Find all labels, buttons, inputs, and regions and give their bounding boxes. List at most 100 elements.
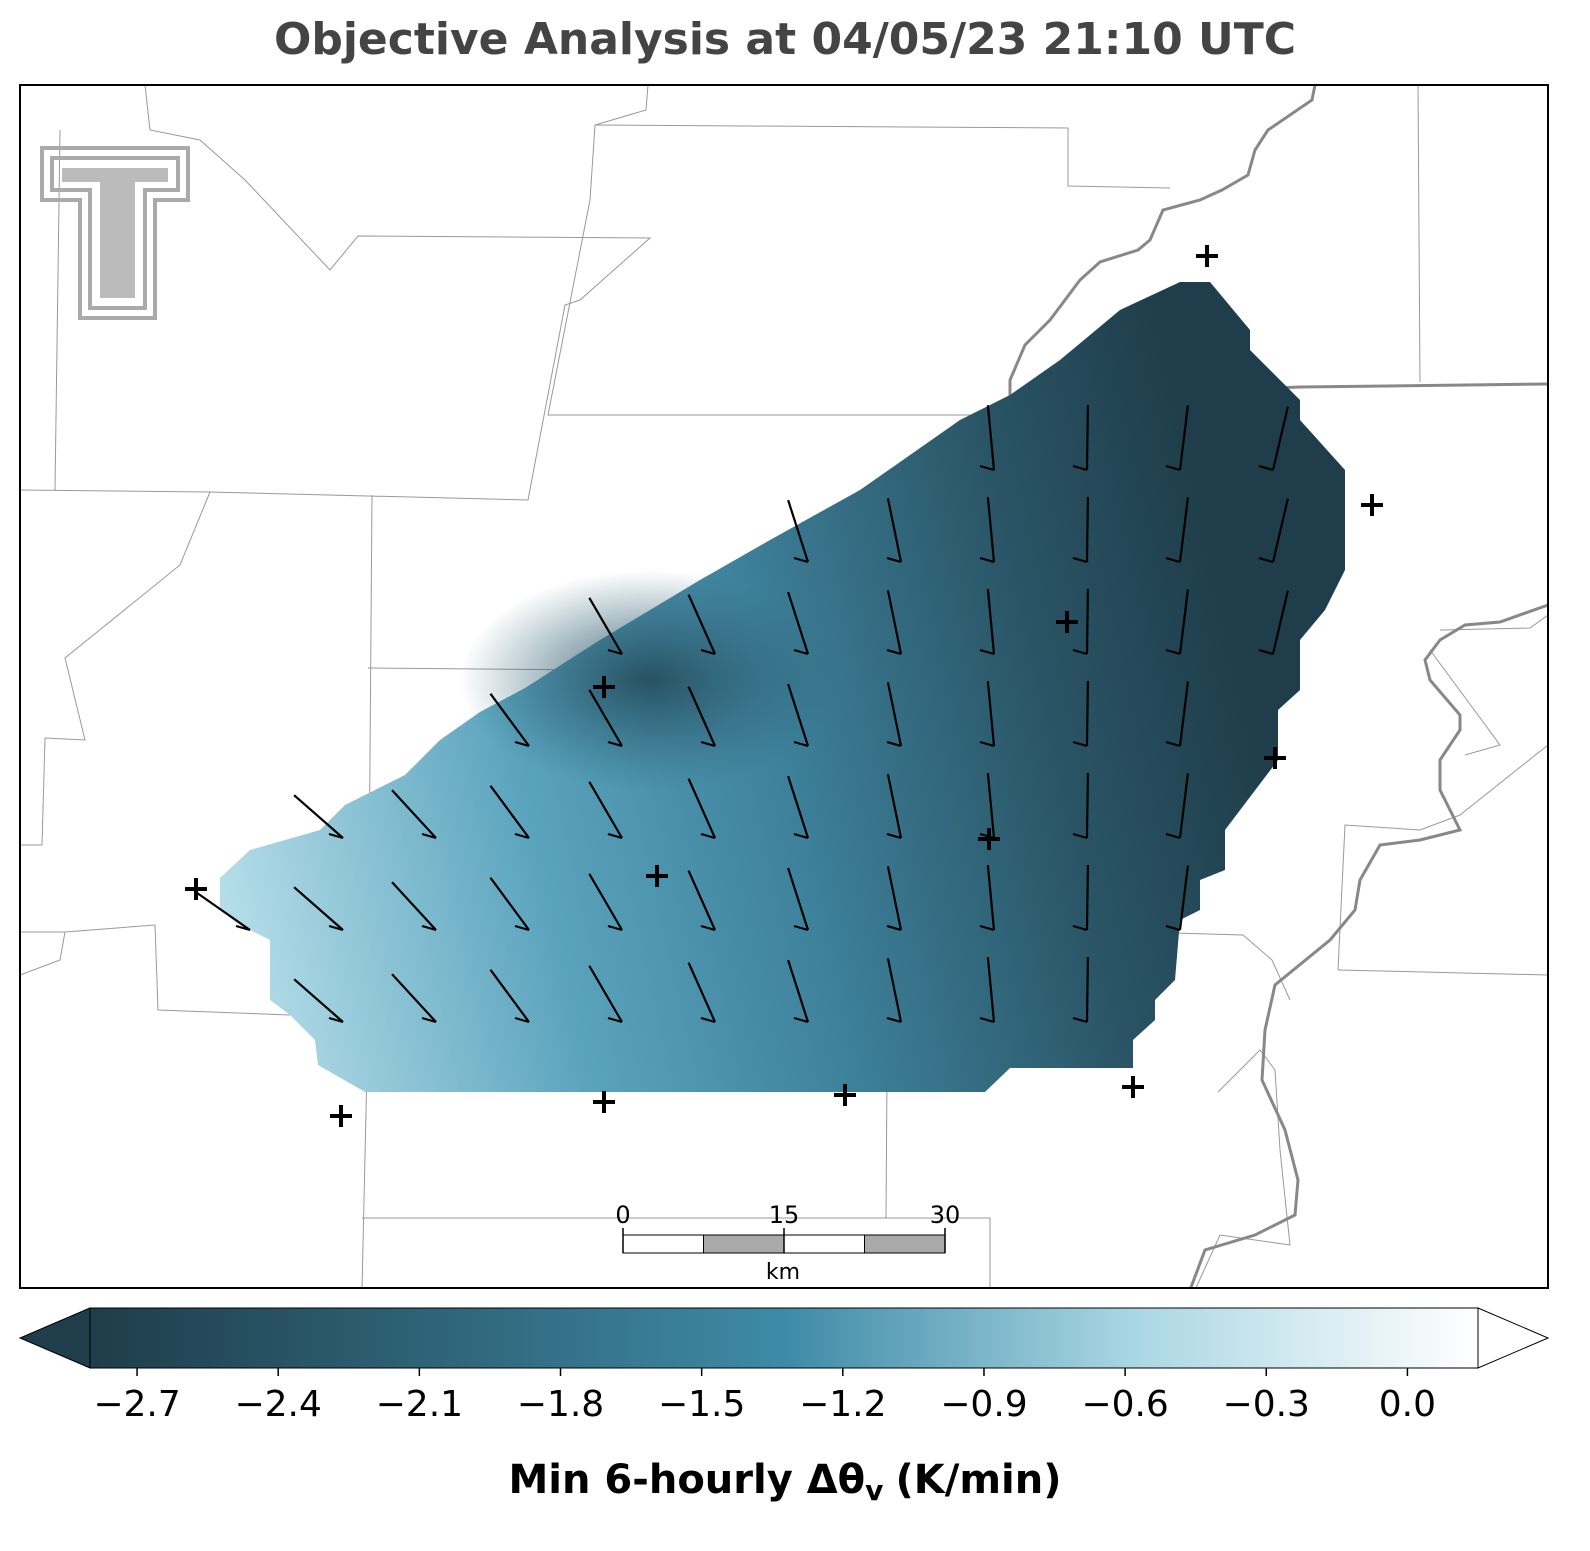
wind-barb	[886, 498, 903, 563]
wind-barb-flag	[1165, 648, 1181, 656]
wind-barb-flag	[793, 556, 809, 564]
wind-barb	[687, 778, 717, 839]
wind-barb-flag	[979, 464, 995, 472]
wind-barb	[986, 589, 996, 655]
wind-barb-flag	[793, 1016, 809, 1024]
colorbar-tick-label: −1.2	[799, 1384, 886, 1425]
wind-barb-flag	[1072, 464, 1088, 472]
wind-barb	[391, 789, 437, 839]
wind-barb-flag	[793, 832, 809, 840]
stations	[185, 245, 1383, 1127]
wind-barb	[293, 886, 344, 931]
label-text: Min 6-hourly Δθ	[509, 1457, 866, 1503]
colorbar-extend-high	[1477, 1307, 1550, 1369]
label-unit: (K/min)	[895, 1457, 1061, 1503]
wind-barb	[1085, 956, 1090, 1023]
wind-barb	[489, 785, 530, 839]
scale-bar: km 0 15 30	[615, 1201, 960, 1285]
title: Objective Analysis at 04/05/23 21:10 UTC	[274, 14, 1296, 65]
wind-barb	[1178, 497, 1190, 563]
wind-barb-flag	[328, 924, 344, 932]
wind-barb	[1271, 498, 1289, 563]
wind-barb-flag	[1072, 648, 1088, 656]
wind-barb	[588, 873, 623, 931]
wind-barb	[489, 969, 530, 1023]
wind-barb	[293, 794, 344, 839]
wind-barb-flag	[1165, 740, 1181, 748]
wind-barb-flag	[607, 648, 623, 656]
wind-barb-flag	[700, 740, 716, 748]
scale-tick-label: 0	[615, 1201, 630, 1229]
wind-barb-flag	[421, 1016, 437, 1024]
wind-barb	[886, 958, 903, 1023]
wind-barb	[1085, 404, 1090, 471]
wind-barb	[1085, 496, 1090, 563]
wind-barb-flag	[886, 832, 902, 840]
wind-barb	[886, 682, 903, 747]
colorbar: −2.7 −2.4 −2.1 −1.8 −1.5 −1.2 −0.9 −0.6 −0.3 0.0	[18, 1307, 1550, 1425]
colorbar-tick-label: −1.8	[517, 1384, 604, 1425]
wind-barb-flag	[1165, 924, 1181, 932]
colorbar-label: Min 6-hourly Δθv (K/min)	[509, 1457, 1062, 1507]
wind-barb	[787, 591, 810, 655]
scale-segment	[622, 1234, 704, 1254]
wind-barb-flag	[1072, 924, 1088, 932]
colorbar-tick-label: −0.3	[1223, 1384, 1310, 1425]
colorbar-tick-label: −0.9	[940, 1384, 1027, 1425]
wind-barb-flag	[886, 648, 902, 656]
wind-barb	[687, 870, 717, 931]
wind-barb	[986, 773, 996, 839]
wind-barb	[1178, 865, 1190, 931]
wind-barb-flag	[514, 832, 530, 840]
wind-barb-flag	[700, 832, 716, 840]
scale-tick-label: 15	[769, 1201, 800, 1229]
wind-barb	[196, 891, 251, 931]
wind-barb-flag	[979, 648, 995, 656]
wind-barb-flag	[886, 740, 902, 748]
wind-barb	[391, 881, 437, 931]
colorbar-outline	[89, 1307, 1479, 1369]
wind-barb	[1178, 681, 1190, 747]
wind-barb-flag	[1072, 740, 1088, 748]
wind-barb	[687, 686, 717, 747]
wind-barb-flag	[421, 832, 437, 840]
wind-barb	[787, 867, 810, 931]
wind-barb	[886, 774, 903, 839]
wind-barb-flag	[700, 648, 716, 656]
wind-barb-flag	[1258, 648, 1274, 656]
wind-barb	[1085, 680, 1090, 747]
wind-barb	[1271, 406, 1289, 471]
wind-barb-flag	[514, 740, 530, 748]
wind-barb-flag	[1165, 832, 1181, 840]
wind-barb-flag	[793, 924, 809, 932]
colorbar-tick-label: −2.7	[93, 1384, 180, 1425]
wind-barb-flag	[793, 740, 809, 748]
wind-barb	[391, 973, 437, 1023]
wind-barbs	[196, 404, 1289, 1024]
colorbar-tick-label: −2.4	[234, 1384, 321, 1425]
wind-barb-flag	[1258, 464, 1274, 472]
wind-barb	[986, 865, 996, 931]
wind-barb-flag	[514, 1016, 530, 1024]
wind-barb	[1178, 405, 1190, 471]
scale-tick-label: 30	[930, 1201, 961, 1229]
wind-barb-flag	[607, 924, 623, 932]
wind-barb-flag	[1072, 1016, 1088, 1024]
wind-barb	[588, 597, 623, 655]
map: km 0 15 30	[20, 85, 1548, 1288]
wind-barb	[489, 877, 530, 931]
wind-barb-flag	[421, 924, 437, 932]
label-subscript: v	[865, 1474, 883, 1507]
wind-barb	[293, 978, 344, 1023]
wind-barb-flag	[886, 924, 902, 932]
wind-barb	[886, 866, 903, 931]
wind-barb-flag	[886, 1016, 902, 1024]
wind-barb-flag	[607, 740, 623, 748]
wind-barb	[1085, 864, 1090, 931]
wind-barb	[588, 689, 623, 747]
scale-unit: km	[766, 1260, 800, 1285]
colorbar-tick-label: −1.5	[658, 1384, 745, 1425]
wind-barb-flag	[235, 924, 251, 932]
wind-barb-flag	[979, 1016, 995, 1024]
wind-barb	[687, 962, 717, 1023]
